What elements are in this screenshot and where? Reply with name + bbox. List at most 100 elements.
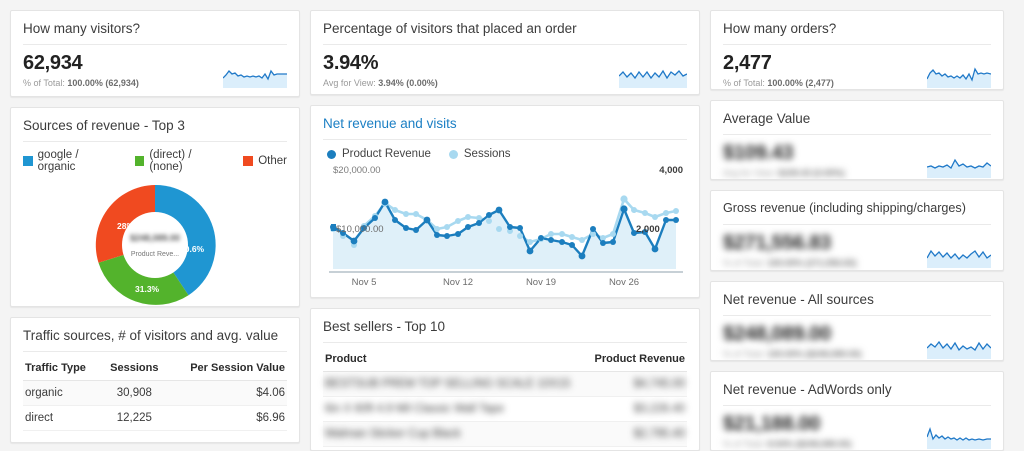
- donut-slice-label-orange: 28%: [117, 221, 134, 231]
- column-header-product[interactable]: Product: [323, 349, 588, 373]
- legend-label: Product Revenue: [342, 148, 431, 161]
- legend-label: Sessions: [463, 148, 511, 161]
- card-net-revenue-all-sources[interactable]: Net revenue - All sources $248,089.00 % …: [710, 280, 1004, 361]
- column-header-product-revenue[interactable]: Product Revenue: [587, 349, 687, 373]
- card-percentage-visitors-order[interactable]: Percentage of visitors that placed an or…: [310, 10, 700, 96]
- legend-item-google-organic[interactable]: google / organic: [23, 149, 117, 173]
- card-how-many-orders[interactable]: How many orders? 2,477 % of Total: 100.0…: [710, 10, 1004, 91]
- metric-value: 3.94%: [323, 52, 379, 74]
- card-title: Average Value: [723, 111, 811, 127]
- metric-subtext: % of Total: 100.00% (271,556.83): [723, 258, 856, 268]
- cell-traffic-type: direct: [23, 405, 103, 431]
- table-row[interactable]: BESTSUB PREM TOP SELLING SCALE 10X15 $4,…: [323, 371, 687, 398]
- y2-axis-max-label: 4,000: [659, 165, 683, 177]
- metric-value: $271,556.83: [723, 232, 831, 255]
- legend-label: Other: [258, 155, 287, 167]
- legend-item-other[interactable]: Other: [243, 149, 287, 173]
- divider: [723, 224, 991, 226]
- table-header-row: Traffic Type Sessions Per Session Value: [23, 358, 287, 381]
- cell-product: BESTSUB PREM TOP SELLING SCALE 10X15: [323, 371, 588, 398]
- card-title: Traffic sources, # of visitors and avg. …: [23, 328, 279, 343]
- table-row[interactable]: direct 12,225 $6.96: [23, 405, 287, 431]
- divider: [723, 44, 991, 45]
- cell-sessions: 30,908: [102, 380, 167, 406]
- metric-sub-label: % of Total:: [723, 348, 765, 359]
- metric-sub-label: Avg for View:: [323, 78, 376, 88]
- table-row[interactable]: 6in X 60ft 4.9 Mil Classic Wall Tape $3,…: [323, 396, 687, 423]
- metric-subtext: % of Total: 8.54% ($248,089.00): [723, 439, 851, 449]
- chart-legend: Product Revenue Sessions: [323, 146, 687, 165]
- card-title: How many visitors?: [23, 21, 141, 36]
- column-header-sessions[interactable]: Sessions: [102, 358, 167, 381]
- column-header-per-session-value[interactable]: Per Session Value: [166, 358, 287, 381]
- metric-sub-label: % of Total:: [23, 78, 65, 88]
- y2-axis-mid-label: 2,000: [636, 224, 660, 235]
- legend-item-direct-none[interactable]: (direct) / (none): [134, 149, 226, 173]
- y-axis-max-label: $20,000.00: [333, 165, 381, 177]
- right-column: How many orders? 2,477 % of Total: 100.0…: [710, 10, 1004, 451]
- metric-sub-value: 100.00% (62,934): [67, 78, 139, 88]
- donut-slice-label-blue: 40.6%: [180, 244, 205, 254]
- card-net-revenue-and-visits[interactable]: Net revenue and visits Product Revenue S…: [310, 105, 700, 299]
- legend-dot-icon: [327, 149, 336, 159]
- sparkline-chart: [927, 67, 991, 88]
- metric-sub-label: Avg for View:: [723, 168, 776, 179]
- table-row[interactable]: Walman Sticker Cup Black $2,795.40: [323, 421, 687, 448]
- card-net-revenue-adwords[interactable]: Net revenue - AdWords only $21,188.00 % …: [710, 370, 1004, 451]
- sparkline-chart: [619, 69, 687, 88]
- legend-swatch-icon: [243, 156, 254, 166]
- donut-chart[interactable]: 40.6% 31.3% 28% $248,089.00 Product Reve…: [23, 179, 287, 306]
- sparkline-chart: [927, 158, 991, 179]
- divider: [323, 44, 687, 45]
- legend-item-sessions[interactable]: Sessions: [448, 148, 511, 161]
- traffic-sources-table: Traffic Type Sessions Per Session Value …: [23, 358, 287, 431]
- metric-subtext: Avg for View: $109.43 (0.00%): [723, 168, 845, 178]
- metric-value: $248,089.00: [723, 322, 831, 345]
- card-best-sellers[interactable]: Best sellers - Top 10 Product Product Re…: [310, 308, 700, 451]
- cell-product-revenue: $3,226.40: [587, 396, 687, 423]
- metric-sub-label: % of Total:: [723, 258, 765, 269]
- cell-product: Walman Sticker Cup Black: [323, 421, 588, 448]
- metric-sub-value: $109.43 (0.00%): [778, 168, 845, 179]
- donut-slice-label-green: 31.3%: [135, 284, 160, 294]
- card-how-many-visitors[interactable]: How many visitors? 62,934 % of Total: 10…: [10, 10, 300, 97]
- card-title: Gross revenue (including shipping/charge…: [723, 201, 966, 216]
- divider: [23, 141, 287, 142]
- cell-per-session-value: $6.96: [166, 405, 287, 431]
- divider: [23, 44, 287, 45]
- cell-product-revenue: $2,795.40: [587, 421, 687, 448]
- x-axis-tick-label: Nov 12: [443, 277, 473, 288]
- sparkline-chart: [223, 69, 287, 88]
- card-title: Best sellers - Top 10: [323, 319, 446, 335]
- divider: [723, 134, 991, 136]
- line-chart-svg[interactable]: $10,000.00 2,000 Nov 5 Nov 12 Nov 19 Nov…: [323, 177, 689, 289]
- legend-item-product-revenue[interactable]: Product Revenue: [327, 148, 431, 160]
- legend-label: google / organic: [37, 149, 79, 173]
- donut-legend: google / organic (direct) / (none) Other: [23, 148, 287, 177]
- card-title-link[interactable]: Net revenue and visits: [323, 116, 457, 132]
- chart-axis-top-labels: $20,000.00 4,000: [323, 165, 687, 177]
- card-traffic-sources[interactable]: Traffic sources, # of visitors and avg. …: [10, 317, 300, 443]
- card-sources-of-revenue[interactable]: Sources of revenue - Top 3 google / orga…: [10, 107, 300, 307]
- metric-sub-value: 100.00% ($248,089.00): [767, 348, 862, 359]
- legend-swatch-icon: [23, 156, 33, 166]
- left-column: How many visitors? 62,934 % of Total: 10…: [10, 10, 300, 451]
- divider: [723, 314, 991, 316]
- metric-sub-label: % of Total:: [723, 438, 765, 449]
- metric-sub-value: 100.00% (2,477): [767, 78, 834, 88]
- table-header-row: Product Product Revenue: [323, 349, 687, 373]
- metric-value: $109.43: [723, 142, 794, 165]
- x-axis-tick-label: Nov 19: [526, 277, 556, 288]
- card-gross-revenue[interactable]: Gross revenue (including shipping/charge…: [710, 190, 1004, 271]
- metric-value: $21,188.00: [723, 412, 821, 435]
- table-row[interactable]: organic 30,908 $4.06: [23, 380, 287, 406]
- metric-value: 2,477: [723, 52, 772, 74]
- divider: [323, 342, 687, 344]
- cell-product: 6in X 60ft 4.9 Mil Classic Wall Tape: [323, 396, 588, 423]
- card-average-value[interactable]: Average Value $109.43 Avg for View: $109…: [710, 100, 1004, 181]
- metric-subtext: % of Total: 100.00% (2,477): [723, 78, 834, 88]
- cell-per-session-value: $4.06: [166, 380, 287, 406]
- column-header-traffic-type[interactable]: Traffic Type: [23, 358, 103, 381]
- card-title: Net revenue - AdWords only: [723, 381, 892, 397]
